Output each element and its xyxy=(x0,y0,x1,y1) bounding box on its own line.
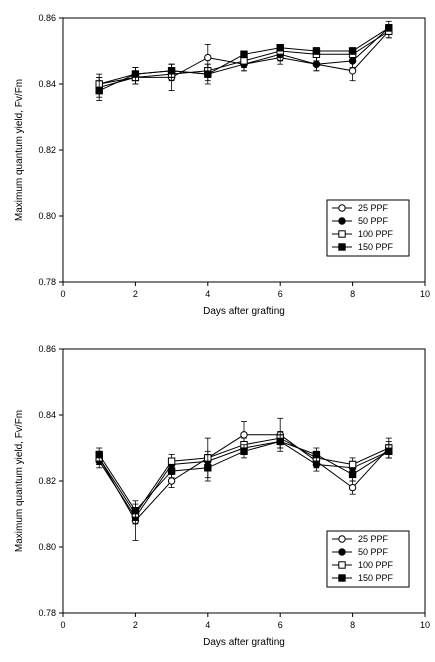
y-tick-label: 0.86 xyxy=(38,13,56,23)
data-point xyxy=(348,470,357,479)
y-tick-label: 0.78 xyxy=(38,277,56,287)
data-point xyxy=(276,44,284,52)
x-tick-label: 10 xyxy=(420,620,430,630)
y-axis-label: Maximum quantum yield, Fv/Fm xyxy=(14,79,25,221)
series-3 xyxy=(95,24,393,101)
legend-label: 50 PPF xyxy=(358,216,389,226)
x-tick-label: 6 xyxy=(278,620,283,630)
y-tick-label: 0.86 xyxy=(38,344,56,354)
y-tick-label: 0.80 xyxy=(38,542,56,552)
legend-marker xyxy=(338,204,346,212)
chart-panel-bottom: 0 2 4 6 8 10 0.78 0.80 0.82 0.84 0.86 Days after gr… xyxy=(0,331,435,662)
y-tick-label: 0.82 xyxy=(38,476,56,486)
y-tick-label: 0.84 xyxy=(38,410,56,420)
data-point xyxy=(167,457,176,465)
legend-marker xyxy=(338,548,346,556)
data-point xyxy=(348,483,357,492)
legend-marker xyxy=(338,574,346,582)
data-point xyxy=(312,47,321,55)
series-0 xyxy=(95,417,393,541)
x-axis-label: Days after grafting xyxy=(203,306,285,317)
x-tick-label: 8 xyxy=(350,620,355,630)
y-axis-label: Maximum quantum yield, Fv/Fm xyxy=(14,410,25,552)
chart-top: 0 2 4 6 8 10 0.78 0.80 0.82 0.84 0.86 Days after gr… xyxy=(14,13,430,317)
x-tick-label: 6 xyxy=(278,289,283,299)
x-tick-label: 10 xyxy=(420,289,430,299)
x-tick-label: 4 xyxy=(205,289,210,299)
series-3 xyxy=(95,434,393,518)
data-point xyxy=(385,24,393,32)
x-tick-label: 2 xyxy=(133,289,138,299)
data-point xyxy=(240,50,248,58)
data-point xyxy=(204,464,212,472)
legend-label: 50 PPF xyxy=(358,547,389,557)
legend-marker xyxy=(338,243,346,251)
data-point xyxy=(240,57,248,65)
data-point xyxy=(312,450,321,459)
data-point xyxy=(131,70,140,78)
legend-label: 100 PPF xyxy=(358,560,394,570)
data-point xyxy=(95,86,103,95)
data-point xyxy=(167,467,176,475)
chart-panel-top: 0 2 4 6 8 10 0.78 0.80 0.82 0.84 0.86 Days after gr… xyxy=(14,13,430,317)
x-axis-label: Days after grafting xyxy=(203,637,285,648)
y-tick-label: 0.84 xyxy=(38,79,56,89)
x-tick-label: 2 xyxy=(133,620,138,630)
legend-label: 25 PPF xyxy=(358,203,389,213)
y-tick-label: 0.78 xyxy=(38,608,56,618)
y-tick-label: 0.80 xyxy=(38,211,56,221)
legend-marker xyxy=(338,535,346,543)
legend-label: 150 PPF xyxy=(358,573,394,583)
data-point xyxy=(204,53,212,62)
data-point xyxy=(312,60,321,68)
legend-marker xyxy=(338,217,346,225)
data-point xyxy=(348,460,357,469)
legend-label: 25 PPF xyxy=(358,534,389,544)
data-point xyxy=(348,67,357,75)
data-point xyxy=(240,431,248,439)
data-point xyxy=(167,477,176,485)
data-point xyxy=(95,450,103,459)
data-point xyxy=(131,507,140,515)
legend-marker xyxy=(338,230,346,238)
x-tick-label: 4 xyxy=(205,620,210,630)
legend: 25 PPF 50 PPF 100 PPF 150 PPF xyxy=(326,530,410,588)
legend: 25 PPF 50 PPF 100 PPF 150 PPF xyxy=(326,199,410,257)
data-point xyxy=(385,447,393,455)
legend-marker xyxy=(338,561,346,569)
legend-label: 100 PPF xyxy=(358,229,394,239)
data-point xyxy=(167,67,176,75)
data-point xyxy=(204,70,212,78)
legend-label: 150 PPF xyxy=(358,242,394,252)
chart-bottom: 0 2 4 6 8 10 0.78 0.80 0.82 0.84 0.86 Days after gr… xyxy=(14,344,430,648)
x-tick-label: 0 xyxy=(60,620,65,630)
x-tick-label: 8 xyxy=(350,289,355,299)
y-tick-label: 0.82 xyxy=(38,145,56,155)
x-tick-label: 0 xyxy=(60,289,65,299)
data-point xyxy=(240,447,248,455)
data-point xyxy=(276,437,284,446)
data-point xyxy=(348,47,357,55)
